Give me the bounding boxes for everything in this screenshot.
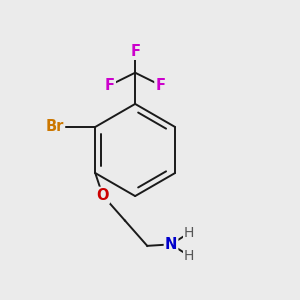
Text: Br: Br: [46, 119, 64, 134]
Text: H: H: [184, 226, 194, 240]
Text: F: F: [130, 44, 140, 59]
Text: O: O: [96, 188, 109, 203]
Text: H: H: [184, 249, 194, 263]
Text: N: N: [165, 237, 177, 252]
Text: F: F: [105, 78, 115, 93]
Text: F: F: [155, 78, 165, 93]
